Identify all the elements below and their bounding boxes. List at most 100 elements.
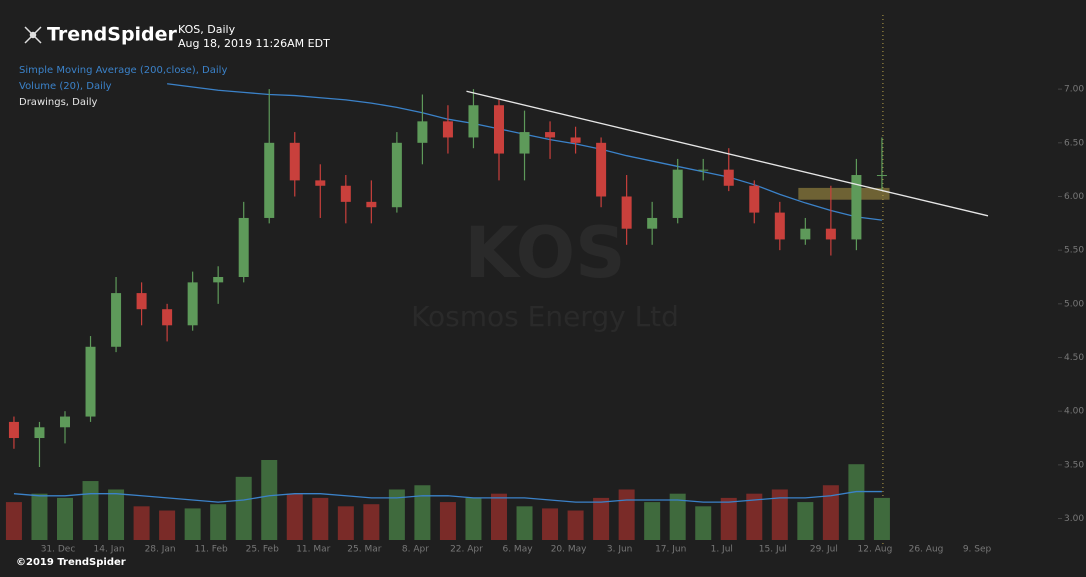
y-tick-label: 6.50 xyxy=(1064,138,1084,148)
y-tick-label: 3.00 xyxy=(1064,514,1084,524)
candle-body xyxy=(596,142,607,197)
volume-bar xyxy=(465,497,482,540)
volume-bar xyxy=(337,506,354,540)
volume-bar xyxy=(82,481,99,540)
candle-body xyxy=(8,421,19,439)
legend-entry: Volume (20), Daily xyxy=(19,81,112,92)
candle-body xyxy=(315,180,326,186)
volume-bar xyxy=(771,489,788,540)
x-tick-label: 1. Jul xyxy=(711,545,733,555)
volume-bar xyxy=(618,489,635,540)
volume-bar xyxy=(695,506,712,540)
chart-title: KOS, Daily xyxy=(178,23,236,36)
candle-body xyxy=(800,228,811,240)
y-tick-label: 4.00 xyxy=(1064,407,1084,417)
volume-bar xyxy=(388,489,405,540)
candle-body xyxy=(851,175,862,240)
volume-bar xyxy=(797,502,814,540)
volume-bar xyxy=(159,510,176,540)
x-tick-label: 3. Jun xyxy=(607,545,633,555)
x-tick-label: 11. Mar xyxy=(296,545,330,555)
candle-body xyxy=(136,293,147,310)
watermark: Kosmos Energy Ltd xyxy=(411,300,679,333)
x-tick-label: 22. Apr xyxy=(450,545,483,555)
candle-body xyxy=(34,427,45,439)
candle-body xyxy=(545,132,556,138)
volume-bar xyxy=(5,502,22,540)
volume-bar xyxy=(873,497,890,540)
candle-body xyxy=(391,142,402,208)
candle-body xyxy=(366,201,377,208)
candle-body xyxy=(749,185,760,213)
x-tick-label: 25. Mar xyxy=(347,545,381,555)
candle-body xyxy=(213,277,224,283)
candle-body xyxy=(647,217,658,229)
x-tick-label: 11. Feb xyxy=(195,545,228,555)
volume-bar xyxy=(822,485,839,540)
x-tick-label: 29. Jul xyxy=(810,545,838,555)
x-tick-label: 20. May xyxy=(551,545,587,555)
x-tick-label: 6. May xyxy=(502,545,533,555)
candle-body xyxy=(493,105,504,154)
x-tick-label: 31. Dec xyxy=(41,545,76,555)
candle-body xyxy=(187,282,198,326)
volume-bar xyxy=(669,493,686,540)
y-tick-label: 7.00 xyxy=(1064,85,1084,95)
volume-bar xyxy=(210,504,227,540)
x-tick-label: 25. Feb xyxy=(246,545,279,555)
volume-bar xyxy=(542,508,559,540)
volume-bar xyxy=(31,493,48,540)
volume-bar xyxy=(312,497,329,540)
candle-body xyxy=(289,142,300,181)
candle-body xyxy=(85,346,96,417)
chart-subtitle: Aug 18, 2019 11:26AM EDT xyxy=(178,37,330,50)
candle-body xyxy=(238,217,249,277)
y-tick-label: 3.50 xyxy=(1064,460,1084,470)
copyright: ©2019 TrendSpider xyxy=(16,557,126,568)
candle-body xyxy=(162,309,173,326)
candle-body xyxy=(519,132,530,154)
y-tick-label: 5.00 xyxy=(1064,299,1084,309)
legend-entry: Drawings, Daily xyxy=(19,97,98,108)
candle-body xyxy=(111,293,122,347)
candle-body xyxy=(417,121,428,143)
candle-body xyxy=(442,121,453,138)
zone xyxy=(798,187,890,200)
candle-body xyxy=(264,142,275,218)
x-tick-label: 14. Jan xyxy=(94,545,125,555)
x-tick-label: 15. Jul xyxy=(759,545,787,555)
volume-bar xyxy=(593,497,610,540)
volume-bar xyxy=(414,485,431,540)
x-tick-label: 26. Aug xyxy=(909,545,944,555)
volume-bar xyxy=(261,460,278,540)
volume-bar xyxy=(235,476,252,540)
candle-body xyxy=(468,105,479,138)
y-tick-label: 5.50 xyxy=(1064,246,1084,256)
x-tick-label: 17. Jun xyxy=(655,545,686,555)
x-tick-label: 12. Aug xyxy=(858,545,893,555)
volume-bar xyxy=(363,504,380,540)
x-tick-label: 28. Jan xyxy=(145,545,176,555)
volume-bar xyxy=(133,506,150,540)
candle-body xyxy=(723,169,734,186)
legend-entry: Simple Moving Average (200,close), Daily xyxy=(19,65,227,76)
volume-bar xyxy=(439,502,456,540)
candle-body xyxy=(621,196,632,229)
volume-bar xyxy=(567,510,584,540)
candle-body xyxy=(672,169,683,218)
volume-bar xyxy=(108,489,125,540)
brand: TrendSpider xyxy=(47,24,178,46)
volume-bar xyxy=(184,508,201,540)
watermark: KOS xyxy=(464,212,625,294)
volume-bar xyxy=(848,464,865,540)
candle-body xyxy=(825,228,836,240)
y-tick-label: 4.50 xyxy=(1064,353,1084,363)
volume-bar xyxy=(746,493,763,540)
volume-bar xyxy=(286,493,303,540)
x-tick-label: 8. Apr xyxy=(402,545,429,555)
volume-bar xyxy=(644,502,661,540)
x-tick-label: 9. Sep xyxy=(963,545,992,555)
candle-body xyxy=(698,169,709,171)
